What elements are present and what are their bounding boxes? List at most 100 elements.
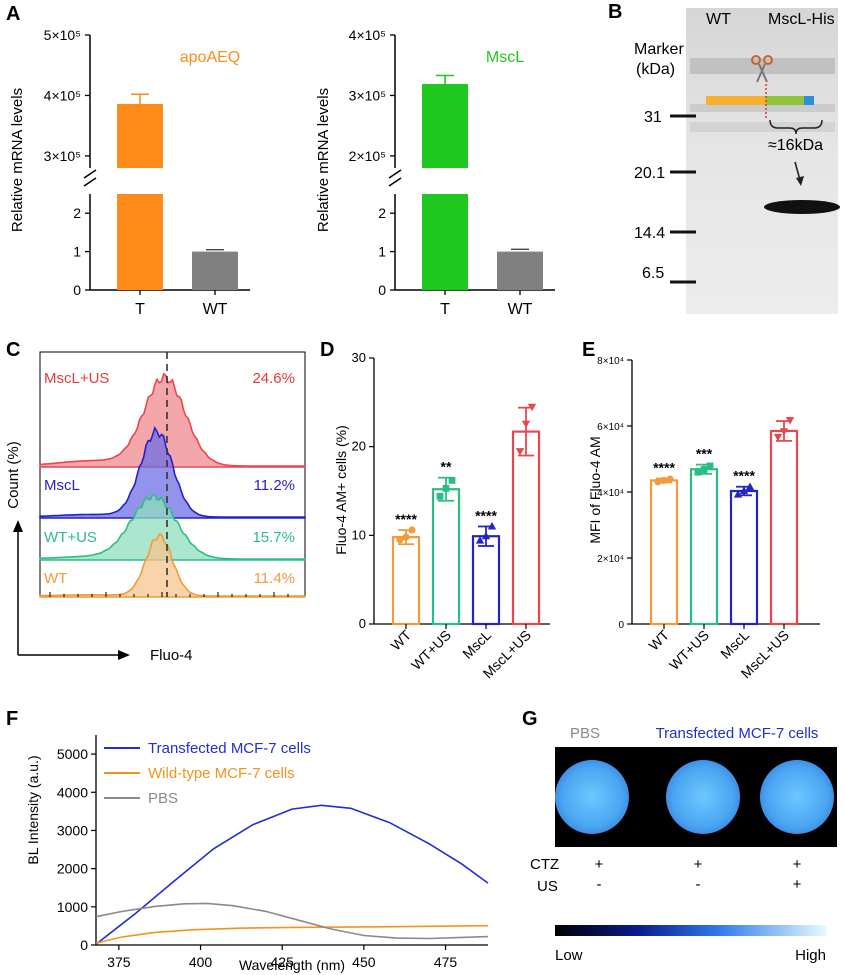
data-point <box>408 526 416 534</box>
colorbar-high: High <box>795 947 826 964</box>
y-axis-label: BL Intensity (a.u.) <box>25 755 41 864</box>
y-axis-label: Count (%) <box>5 441 22 509</box>
data-point <box>654 478 662 486</box>
y-tick-label: 0 <box>359 616 366 631</box>
x-tick-label: MscL <box>459 627 494 662</box>
x-tick-label: WT+US <box>666 627 712 673</box>
y-tick-label: 5×10⁵ <box>44 27 81 43</box>
brace-icon <box>769 119 823 135</box>
colorbar-low: Low <box>555 947 583 964</box>
series-percent: 11.4% <box>254 570 295 587</box>
marker-value: 20.1 <box>634 165 665 182</box>
histogram-mscl <box>39 425 306 519</box>
legend-label: Wild-type MCF-7 cells <box>148 765 295 782</box>
bar <box>497 251 543 290</box>
band-size-label: ≈16kDa <box>768 137 823 154</box>
y-axis-label: MFI of Fluo-4 AM <box>587 436 603 543</box>
y-tick-label: 1 <box>73 244 81 260</box>
bar <box>649 479 679 626</box>
y-axis-label: Relative mRNA levels <box>9 88 26 232</box>
chart-d-fluo4-cells: Fluo-4 AM+ cells (%) 0 10 20 30 **** WT ** WT+U… <box>333 350 550 681</box>
lane-label: WT <box>706 11 731 28</box>
x-tick-label: T <box>440 301 450 318</box>
y-tick-label: 5000 <box>57 746 88 762</box>
x-tick-label: 475 <box>434 954 458 970</box>
axis-break-mark <box>83 169 97 187</box>
x-tick-label: 400 <box>189 954 213 970</box>
row-value: + <box>694 856 703 873</box>
legend-label: PBS <box>148 790 178 807</box>
marker-unit: (kDa) <box>636 61 675 78</box>
y-tick-label: 3×10⁵ <box>349 87 386 103</box>
mscl-his-band <box>764 200 840 214</box>
y-tick-label: 1000 <box>57 899 88 915</box>
significance-label: ** <box>441 459 452 475</box>
series-line-1 <box>95 924 489 944</box>
bar-lower <box>117 194 163 290</box>
bar <box>391 536 421 626</box>
data-point <box>396 536 404 544</box>
y-tick-label: 0 <box>80 937 88 953</box>
y-tick-label: 4×10⁵ <box>44 87 81 103</box>
x-axis-label: Fluo-4 <box>150 647 193 664</box>
x-tick-label: 450 <box>352 954 376 970</box>
panel-label-d: D <box>320 339 334 361</box>
lane-label: MscL-His <box>768 11 835 28</box>
marker-value: 31 <box>644 109 662 126</box>
y-tick-label: 2000 <box>57 861 88 877</box>
y-tick-label: 4000 <box>57 784 88 800</box>
panel-label-f: F <box>6 708 18 730</box>
row-value: + <box>793 856 802 873</box>
y-tick-label: 2×10⁴ <box>597 554 624 565</box>
y-tick-label: 0 <box>618 620 624 631</box>
data-point <box>694 468 702 476</box>
row-label: CTZ <box>530 856 559 873</box>
bar-lower <box>422 194 468 290</box>
significance-label: **** <box>653 459 675 475</box>
x-tick-label: WT <box>387 626 414 653</box>
series-label: WT <box>44 570 67 587</box>
x-axis-label: Wavelength (nm) <box>239 957 345 973</box>
bar-upper <box>422 83 468 168</box>
series-percent: 11.2% <box>254 477 295 494</box>
panel-label-b: B <box>608 1 622 23</box>
row-value: - <box>696 876 701 893</box>
data-point <box>706 462 714 470</box>
data-point <box>481 531 491 540</box>
data-point <box>475 536 485 544</box>
data-point <box>436 492 444 500</box>
data-point <box>515 448 525 456</box>
series-line-0 <box>95 804 489 945</box>
data-point <box>733 490 743 498</box>
y-tick-label: 10 <box>352 527 366 542</box>
histogram-mscl-us <box>39 372 306 468</box>
colorbar <box>555 925 827 936</box>
data-point <box>779 428 789 436</box>
x-tick-label: WT <box>508 301 533 318</box>
data-point <box>521 420 531 429</box>
y-tick-label: 2×10⁵ <box>349 148 386 164</box>
axis-break-mark <box>388 169 402 187</box>
y-tick-label: 6×10⁴ <box>597 422 624 433</box>
bar <box>511 430 541 626</box>
series-label: MscL+US <box>44 370 109 387</box>
row-value: + <box>595 856 604 873</box>
luminescence-image: PBS Transfected MCF-7 cells CTZ + + + US… <box>530 725 837 964</box>
data-point <box>402 533 410 541</box>
y-tick-label: 30 <box>352 350 366 365</box>
chart-f-spectra: BL Intensity (a.u.) Wavelength (nm) 0 100… <box>25 735 489 973</box>
legend-label: Transfected MCF-7 cells <box>148 740 311 757</box>
marker-value: 14.4 <box>634 225 665 242</box>
data-point <box>739 486 749 495</box>
series-percent: 15.7% <box>252 529 295 546</box>
y-tick-label: 3000 <box>57 822 88 838</box>
construct-diagram <box>706 84 814 118</box>
scissors-icon <box>751 55 773 83</box>
data-point <box>442 484 450 492</box>
smear-band <box>690 58 835 74</box>
y-tick-label: 4×10⁴ <box>597 488 624 499</box>
x-arrow <box>18 650 130 660</box>
series-label: MscL <box>44 477 80 494</box>
data-point <box>448 476 456 484</box>
column-label: PBS <box>570 725 600 742</box>
